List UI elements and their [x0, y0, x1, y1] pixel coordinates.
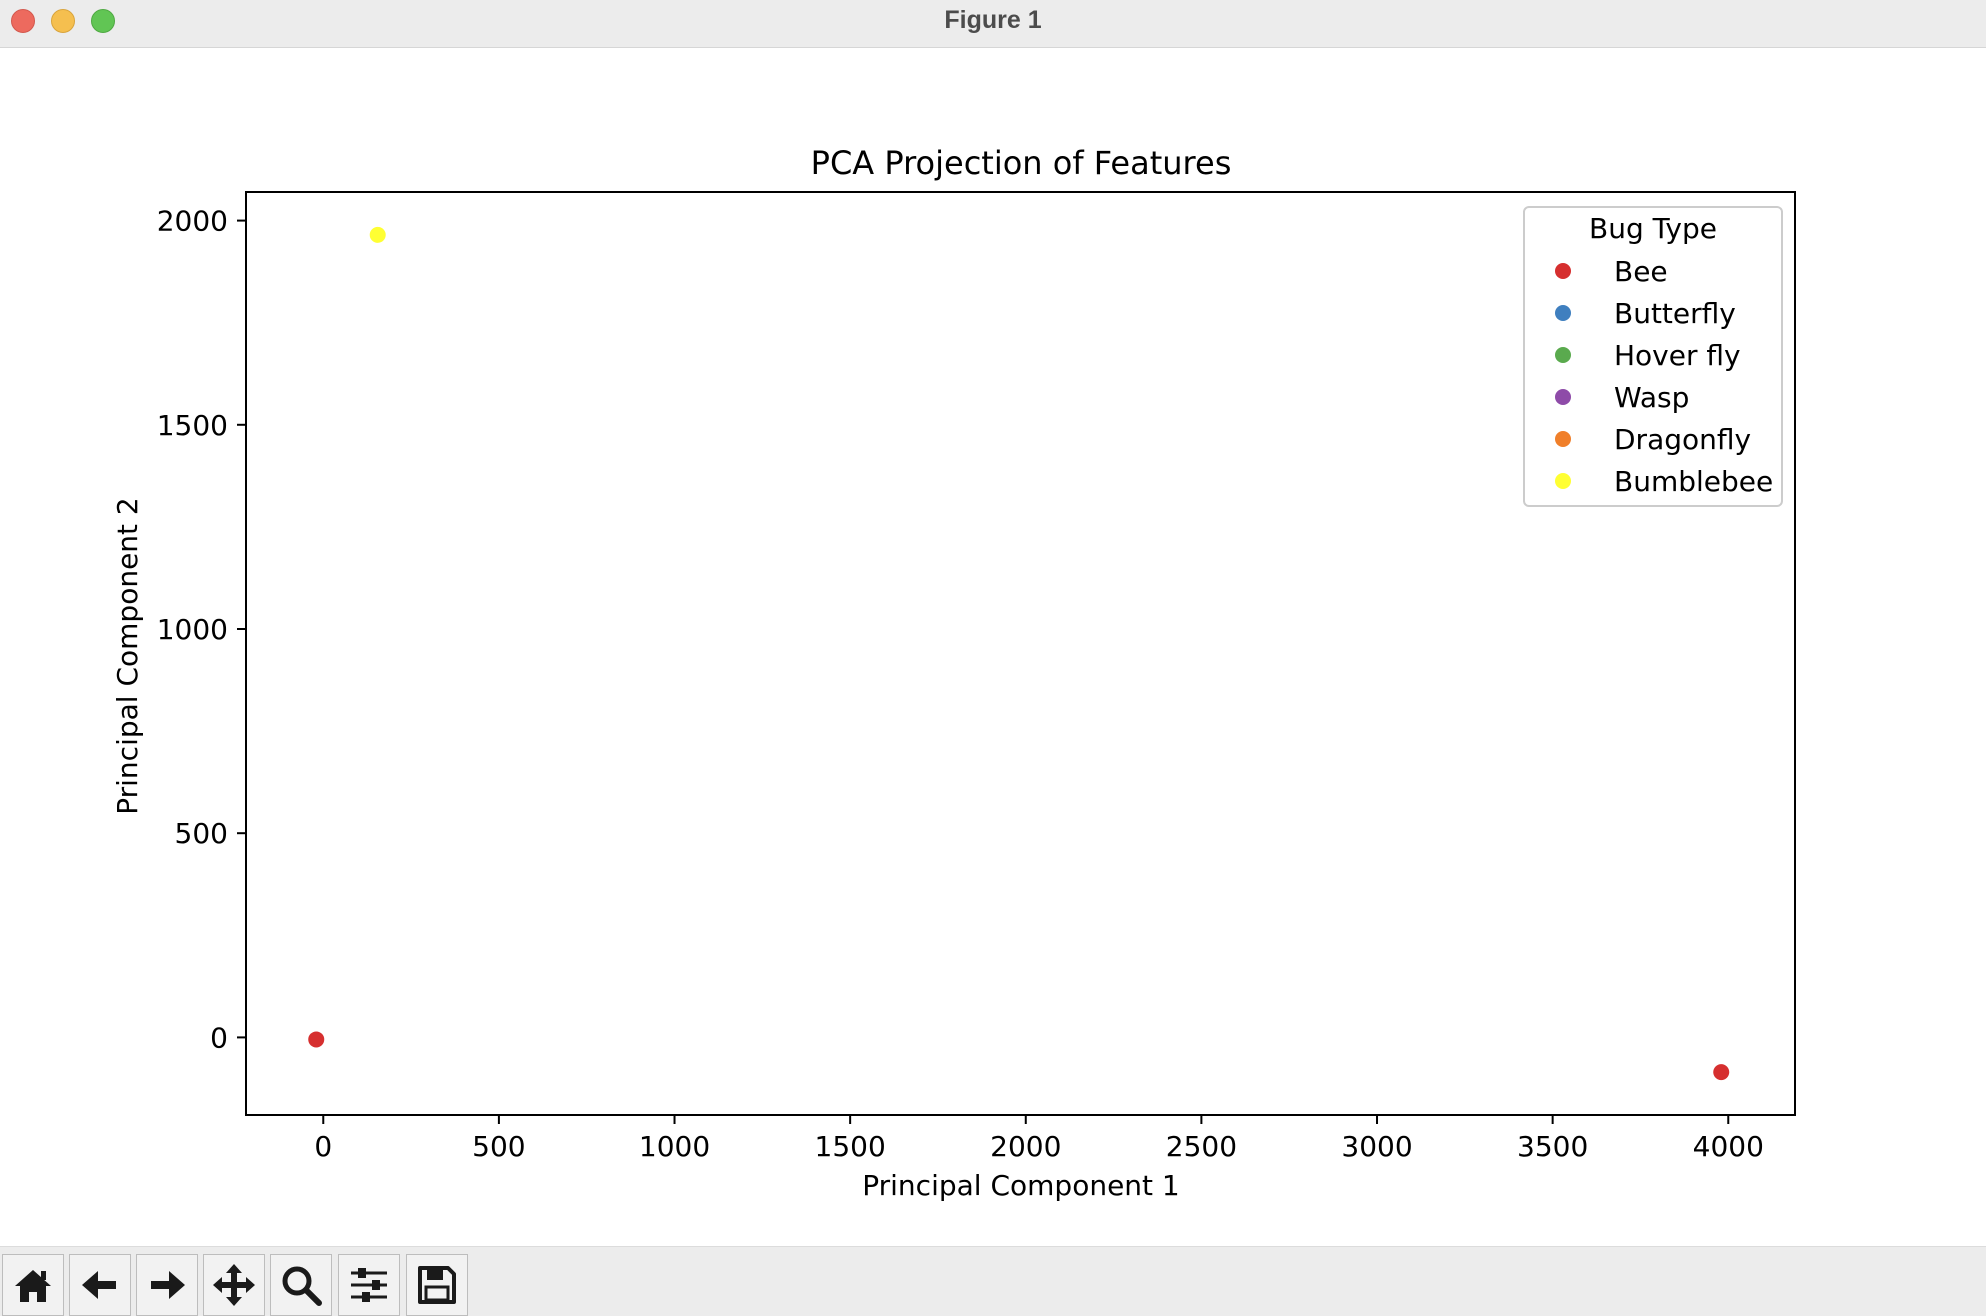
x-tick-label: 2000 — [990, 1130, 1061, 1163]
legend-marker-bee — [1555, 263, 1571, 279]
y-tick-label: 500 — [175, 817, 228, 850]
data-points — [308, 226, 1730, 1081]
home-button[interactable] — [2, 1254, 64, 1316]
pan-button[interactable] — [203, 1254, 265, 1316]
x-tick-label: 2500 — [1166, 1130, 1237, 1163]
y-axis-ticks: 0 500 1000 1500 2000 — [157, 205, 246, 1054]
maximize-window-button[interactable] — [91, 9, 115, 33]
legend-label-butterfly: Butterfly — [1614, 297, 1736, 330]
x-tick-label: 1500 — [815, 1130, 886, 1163]
legend-marker-dragonfly — [1555, 431, 1571, 447]
y-tick-label: 0 — [210, 1021, 228, 1054]
x-tick-label: 1000 — [639, 1130, 710, 1163]
sliders-icon — [351, 1268, 387, 1302]
arrow-right-icon — [151, 1271, 185, 1299]
legend-label-bee: Bee — [1614, 255, 1668, 288]
window-titlebar: Figure 1 — [0, 0, 1986, 48]
legend-items: Bee Butterfly Hover fly Wasp Dragonfly Bumble… — [1555, 255, 1773, 498]
arrow-left-icon — [82, 1271, 116, 1299]
legend-frame — [1523, 206, 1783, 507]
x-axis-ticks: 0 500 1000 1500 2000 2500 3000 3500 4000 — [314, 1115, 1764, 1163]
legend-marker-wasp — [1555, 389, 1571, 405]
chart-title: PCA Projection of Features — [811, 144, 1232, 182]
x-tick-label: 0 — [314, 1130, 332, 1163]
minimize-window-button[interactable] — [51, 9, 75, 33]
x-tick-label: 3500 — [1517, 1130, 1588, 1163]
navigation-toolbar — [0, 1246, 1986, 1316]
save-icon — [418, 1266, 456, 1304]
x-tick-label: 4000 — [1693, 1130, 1764, 1163]
data-point-bee — [1713, 1064, 1730, 1081]
configure-subplots-button[interactable] — [338, 1254, 400, 1316]
legend-label-dragonfly: Dragonfly — [1614, 423, 1751, 456]
legend-marker-bumblebee — [1555, 473, 1571, 489]
legend-label-hover-fly: Hover fly — [1614, 339, 1741, 372]
y-tick-label: 1000 — [157, 613, 228, 646]
data-point-bumblebee — [369, 226, 386, 243]
x-tick-label: 3000 — [1341, 1130, 1412, 1163]
legend-marker-butterfly — [1555, 305, 1571, 321]
window-title: Figure 1 — [944, 6, 1042, 34]
y-axis-label: Principal Component 2 — [111, 497, 144, 815]
move-icon — [213, 1264, 255, 1306]
search-icon — [282, 1266, 322, 1306]
legend-title: Bug Type — [1589, 212, 1717, 245]
back-button[interactable] — [69, 1254, 131, 1316]
zoom-button[interactable] — [270, 1254, 332, 1316]
close-window-button[interactable] — [11, 9, 35, 33]
legend-label-wasp: Wasp — [1614, 381, 1689, 414]
scatter-chart: PCA Projection of Features 0 500 1000 1500 2… — [111, 144, 1796, 1202]
legend: Bug Type Bee Butterfly Hover fly Wasp Dragon… — [1523, 206, 1783, 507]
y-tick-label: 2000 — [157, 205, 228, 238]
x-tick-label: 500 — [472, 1130, 525, 1163]
home-icon — [15, 1270, 51, 1302]
figure-canvas: PCA Projection of Features 0 500 1000 1500 2… — [0, 48, 1986, 1246]
legend-marker-hover-fly — [1555, 347, 1571, 363]
legend-label-bumblebee: Bumblebee — [1614, 465, 1773, 498]
x-axis-label: Principal Component 1 — [862, 1169, 1180, 1202]
y-tick-label: 1500 — [157, 409, 228, 442]
forward-button[interactable] — [136, 1254, 198, 1316]
save-button[interactable] — [406, 1254, 468, 1316]
data-point-bee — [308, 1031, 325, 1048]
